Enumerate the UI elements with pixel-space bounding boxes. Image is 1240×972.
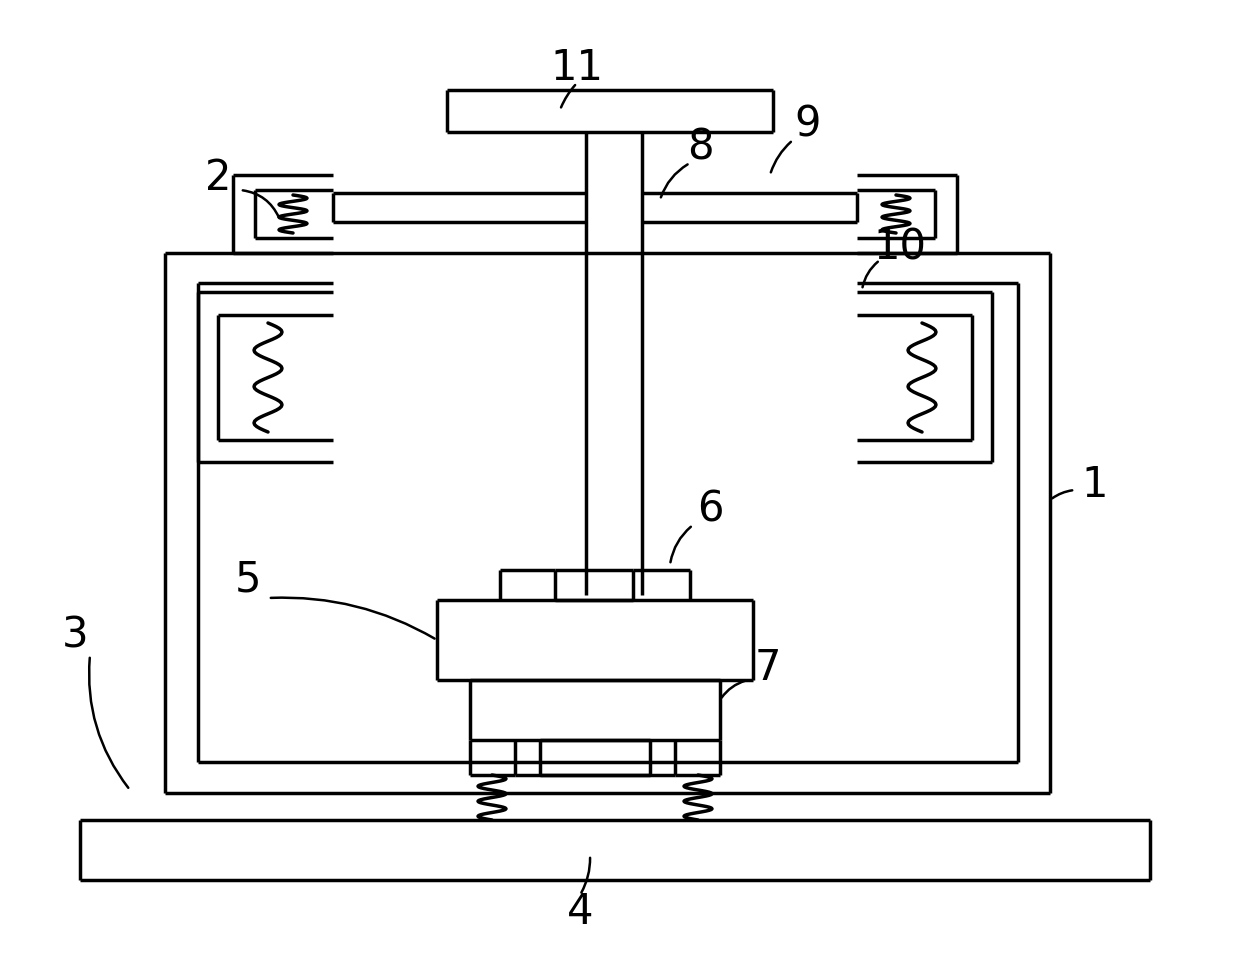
Text: 9: 9 xyxy=(795,104,821,146)
FancyArrowPatch shape xyxy=(671,527,691,562)
FancyArrowPatch shape xyxy=(661,164,688,197)
FancyArrowPatch shape xyxy=(89,658,128,788)
FancyArrowPatch shape xyxy=(582,857,590,892)
Text: 4: 4 xyxy=(567,891,593,933)
FancyArrowPatch shape xyxy=(771,142,791,172)
Text: 6: 6 xyxy=(697,489,723,531)
FancyArrowPatch shape xyxy=(560,85,575,108)
Text: 2: 2 xyxy=(205,157,231,199)
FancyArrowPatch shape xyxy=(1053,490,1073,499)
Text: 10: 10 xyxy=(873,227,926,269)
Text: 8: 8 xyxy=(687,127,713,169)
Text: 1: 1 xyxy=(1081,464,1109,506)
FancyArrowPatch shape xyxy=(270,598,434,639)
FancyArrowPatch shape xyxy=(243,191,279,218)
Text: 7: 7 xyxy=(755,647,781,689)
FancyArrowPatch shape xyxy=(722,680,745,698)
Text: 5: 5 xyxy=(234,559,262,601)
Text: 3: 3 xyxy=(62,614,88,656)
Text: 11: 11 xyxy=(551,47,604,89)
FancyArrowPatch shape xyxy=(863,261,878,288)
